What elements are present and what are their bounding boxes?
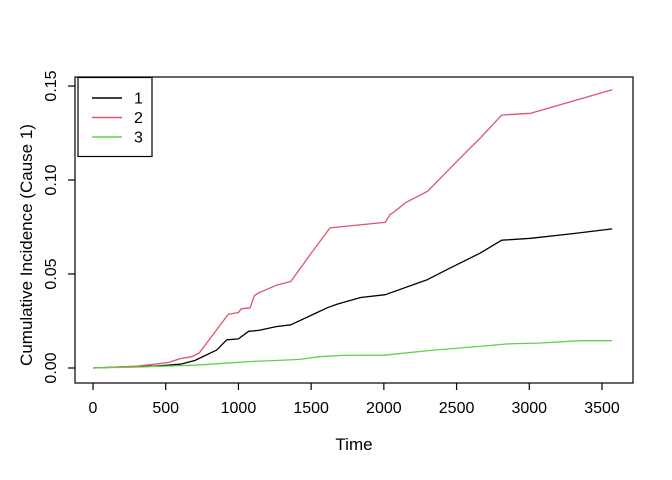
x-axis-title: Time: [335, 435, 372, 454]
legend-entry-label: 3: [134, 130, 143, 147]
x-tick-label: 1000: [221, 400, 257, 417]
series-line-2: [92, 89, 613, 369]
series-line-3: [92, 340, 613, 369]
y-axis: 0.00 0.05 0.10 0.15: [43, 70, 75, 384]
legend: 1 2 3: [77, 76, 153, 158]
x-tick-label: 500: [152, 400, 179, 417]
x-tick-label: 1500: [293, 400, 329, 417]
x-tick-label: 2500: [439, 400, 475, 417]
y-tick-label: 0.05: [43, 258, 60, 289]
x-axis: 0 500 1000 1500 2000 2500 3000 3500: [89, 383, 620, 417]
y-axis-title: Cumulative Incidence (Cause 1): [17, 124, 36, 366]
legend-entry-label: 2: [134, 110, 143, 127]
y-tick-label: 0.00: [43, 352, 60, 383]
plot-area-border: [74, 76, 634, 384]
y-tick-label: 0.10: [43, 164, 60, 195]
legend-entry-label: 1: [134, 91, 143, 108]
data-series: [92, 89, 613, 369]
x-tick-label: 3000: [511, 400, 547, 417]
series-line-1: [92, 228, 613, 369]
x-tick-label: 0: [89, 400, 98, 417]
x-tick-label: 2000: [366, 400, 402, 417]
x-tick-label: 3500: [584, 400, 620, 417]
y-tick-label: 0.15: [43, 70, 60, 101]
